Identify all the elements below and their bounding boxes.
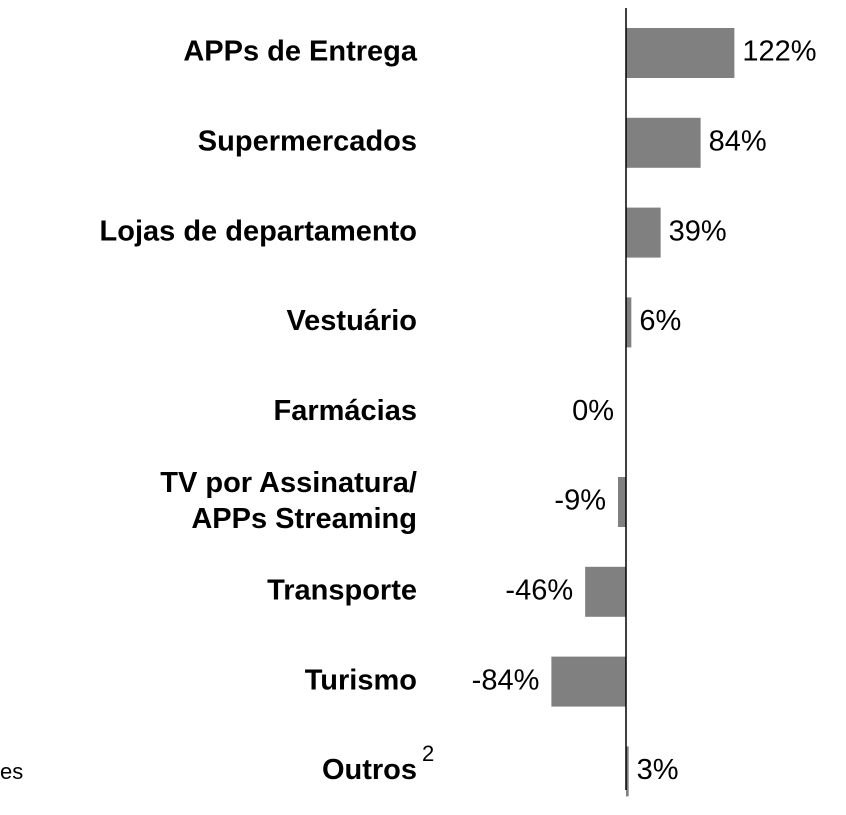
value-label: 84% xyxy=(709,125,767,157)
category-label: Lojas de departamento xyxy=(100,215,417,247)
category-label: Transporte xyxy=(267,574,417,606)
value-label: 39% xyxy=(669,215,727,247)
category-label: Supermercados xyxy=(198,125,417,157)
value-label: -84% xyxy=(472,664,540,696)
bar xyxy=(626,746,629,797)
bar xyxy=(626,28,735,78)
category-footnote: 2 xyxy=(422,741,434,766)
bar xyxy=(626,207,661,258)
side-text: es xyxy=(0,759,23,784)
value-label: -46% xyxy=(505,574,573,606)
category-label: APPs de Entrega xyxy=(183,36,418,68)
category-label: Vestuário xyxy=(286,305,417,337)
bar xyxy=(551,656,626,707)
category-label: Outros xyxy=(322,754,417,786)
value-label: 3% xyxy=(637,754,679,786)
category-label: Farmácias xyxy=(274,395,418,427)
value-label: -9% xyxy=(554,485,606,517)
category-label: TV por Assinatura/APPs Streaming xyxy=(160,467,417,535)
bar xyxy=(626,297,632,348)
value-label: 122% xyxy=(742,36,816,68)
bar xyxy=(626,117,701,168)
category-label: Turismo xyxy=(305,664,417,696)
value-label: 6% xyxy=(639,305,681,337)
value-label: 0% xyxy=(572,395,614,427)
bar xyxy=(585,566,626,617)
bar xyxy=(618,477,626,527)
